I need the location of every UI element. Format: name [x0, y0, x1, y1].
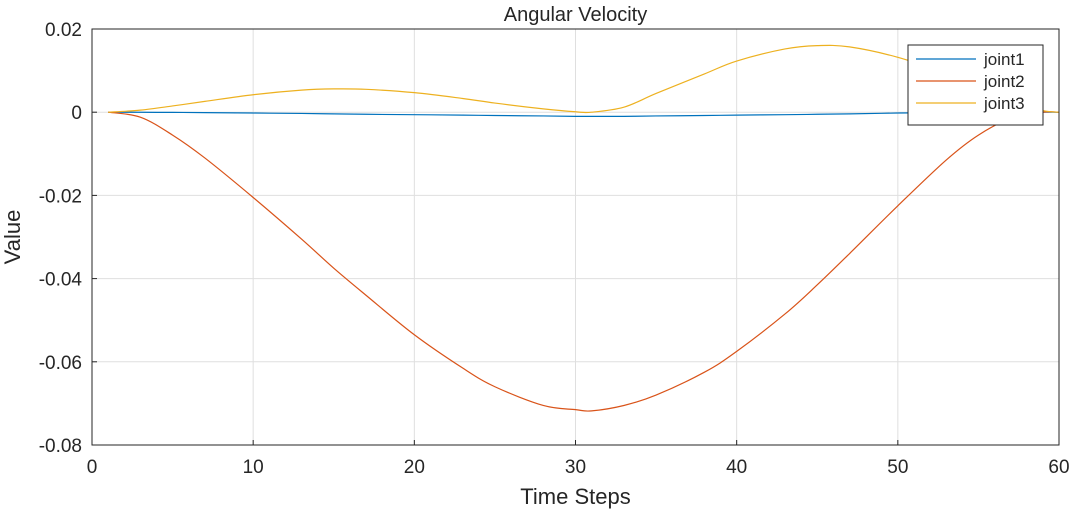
- x-tick-label: 0: [87, 457, 98, 478]
- legend-label-joint1: joint1: [983, 50, 1025, 69]
- y-tick-label: -0.02: [39, 186, 82, 207]
- y-tick-label: -0.08: [39, 436, 82, 457]
- x-axis-label: Time Steps: [520, 484, 630, 509]
- x-tick-label: 20: [404, 457, 425, 478]
- y-tick-label: -0.06: [39, 353, 82, 374]
- x-tick-label: 10: [243, 457, 264, 478]
- legend: joint1 joint2 joint3: [907, 44, 1044, 126]
- x-tick-label: 40: [726, 457, 747, 478]
- legend-box: [907, 44, 1044, 126]
- x-tick-label: 30: [565, 457, 586, 478]
- y-tick-label: 0: [71, 103, 82, 124]
- y-tick-label: -0.04: [39, 270, 83, 291]
- axis-ticks: 0 10 20 30 40 50 60 -0.08 -0.06 -0.04 -0.02 0 0.02: [39, 20, 1070, 478]
- chart-title: Angular Velocity: [504, 4, 647, 26]
- x-tick-label: 50: [887, 457, 908, 478]
- legend-label-joint3: joint3: [983, 94, 1025, 113]
- series-line-joint2: [108, 111, 1060, 412]
- legend-label-joint2: joint2: [983, 72, 1025, 91]
- y-axis-label: Value: [0, 210, 25, 265]
- x-tick-label: 60: [1048, 457, 1069, 478]
- y-tick-label: 0.02: [45, 20, 82, 41]
